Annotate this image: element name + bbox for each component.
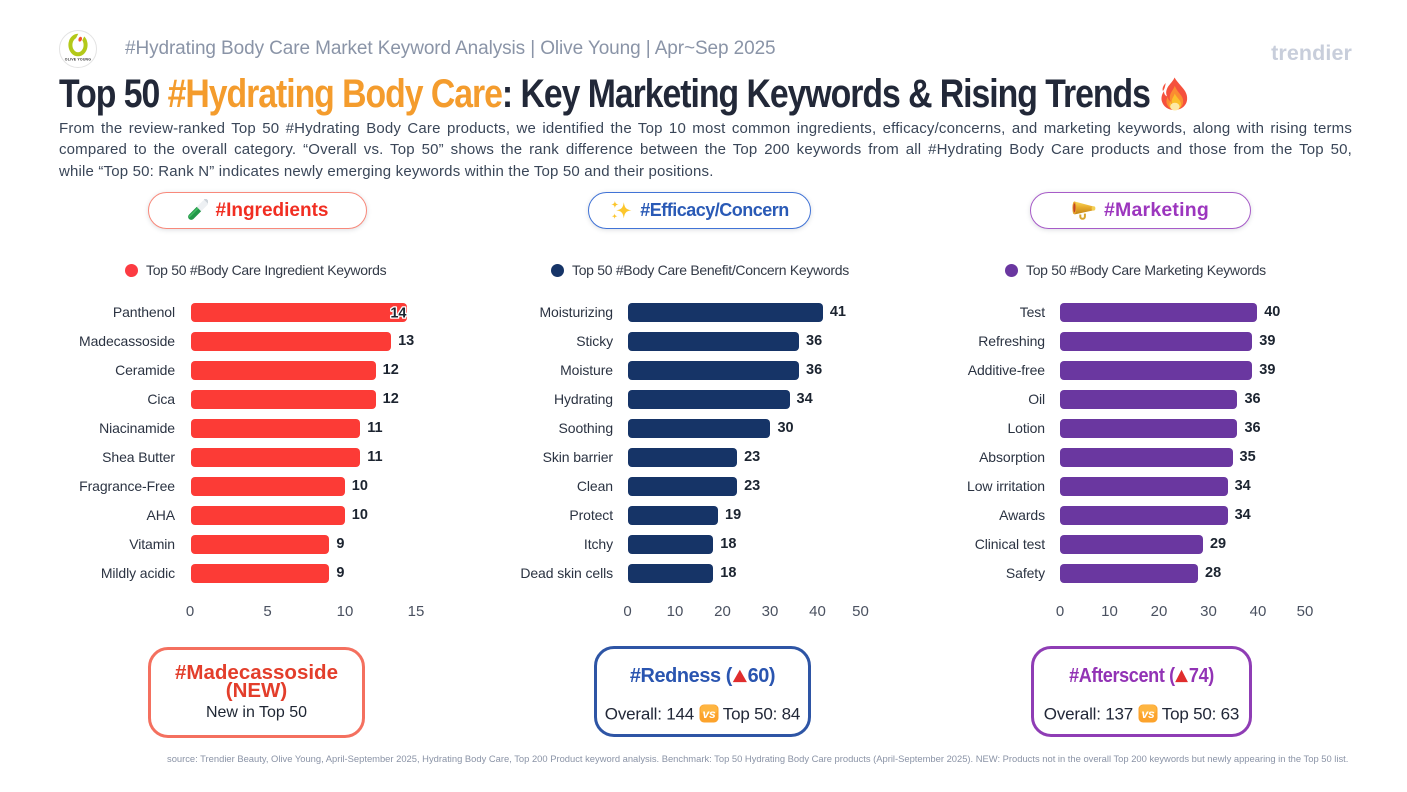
svg-text:vs: vs — [702, 707, 715, 721]
svg-text:OLIVE YOUNG: OLIVE YOUNG — [65, 58, 92, 62]
svg-text:14: 14 — [390, 305, 406, 321]
svg-text:vs: vs — [1141, 707, 1154, 721]
